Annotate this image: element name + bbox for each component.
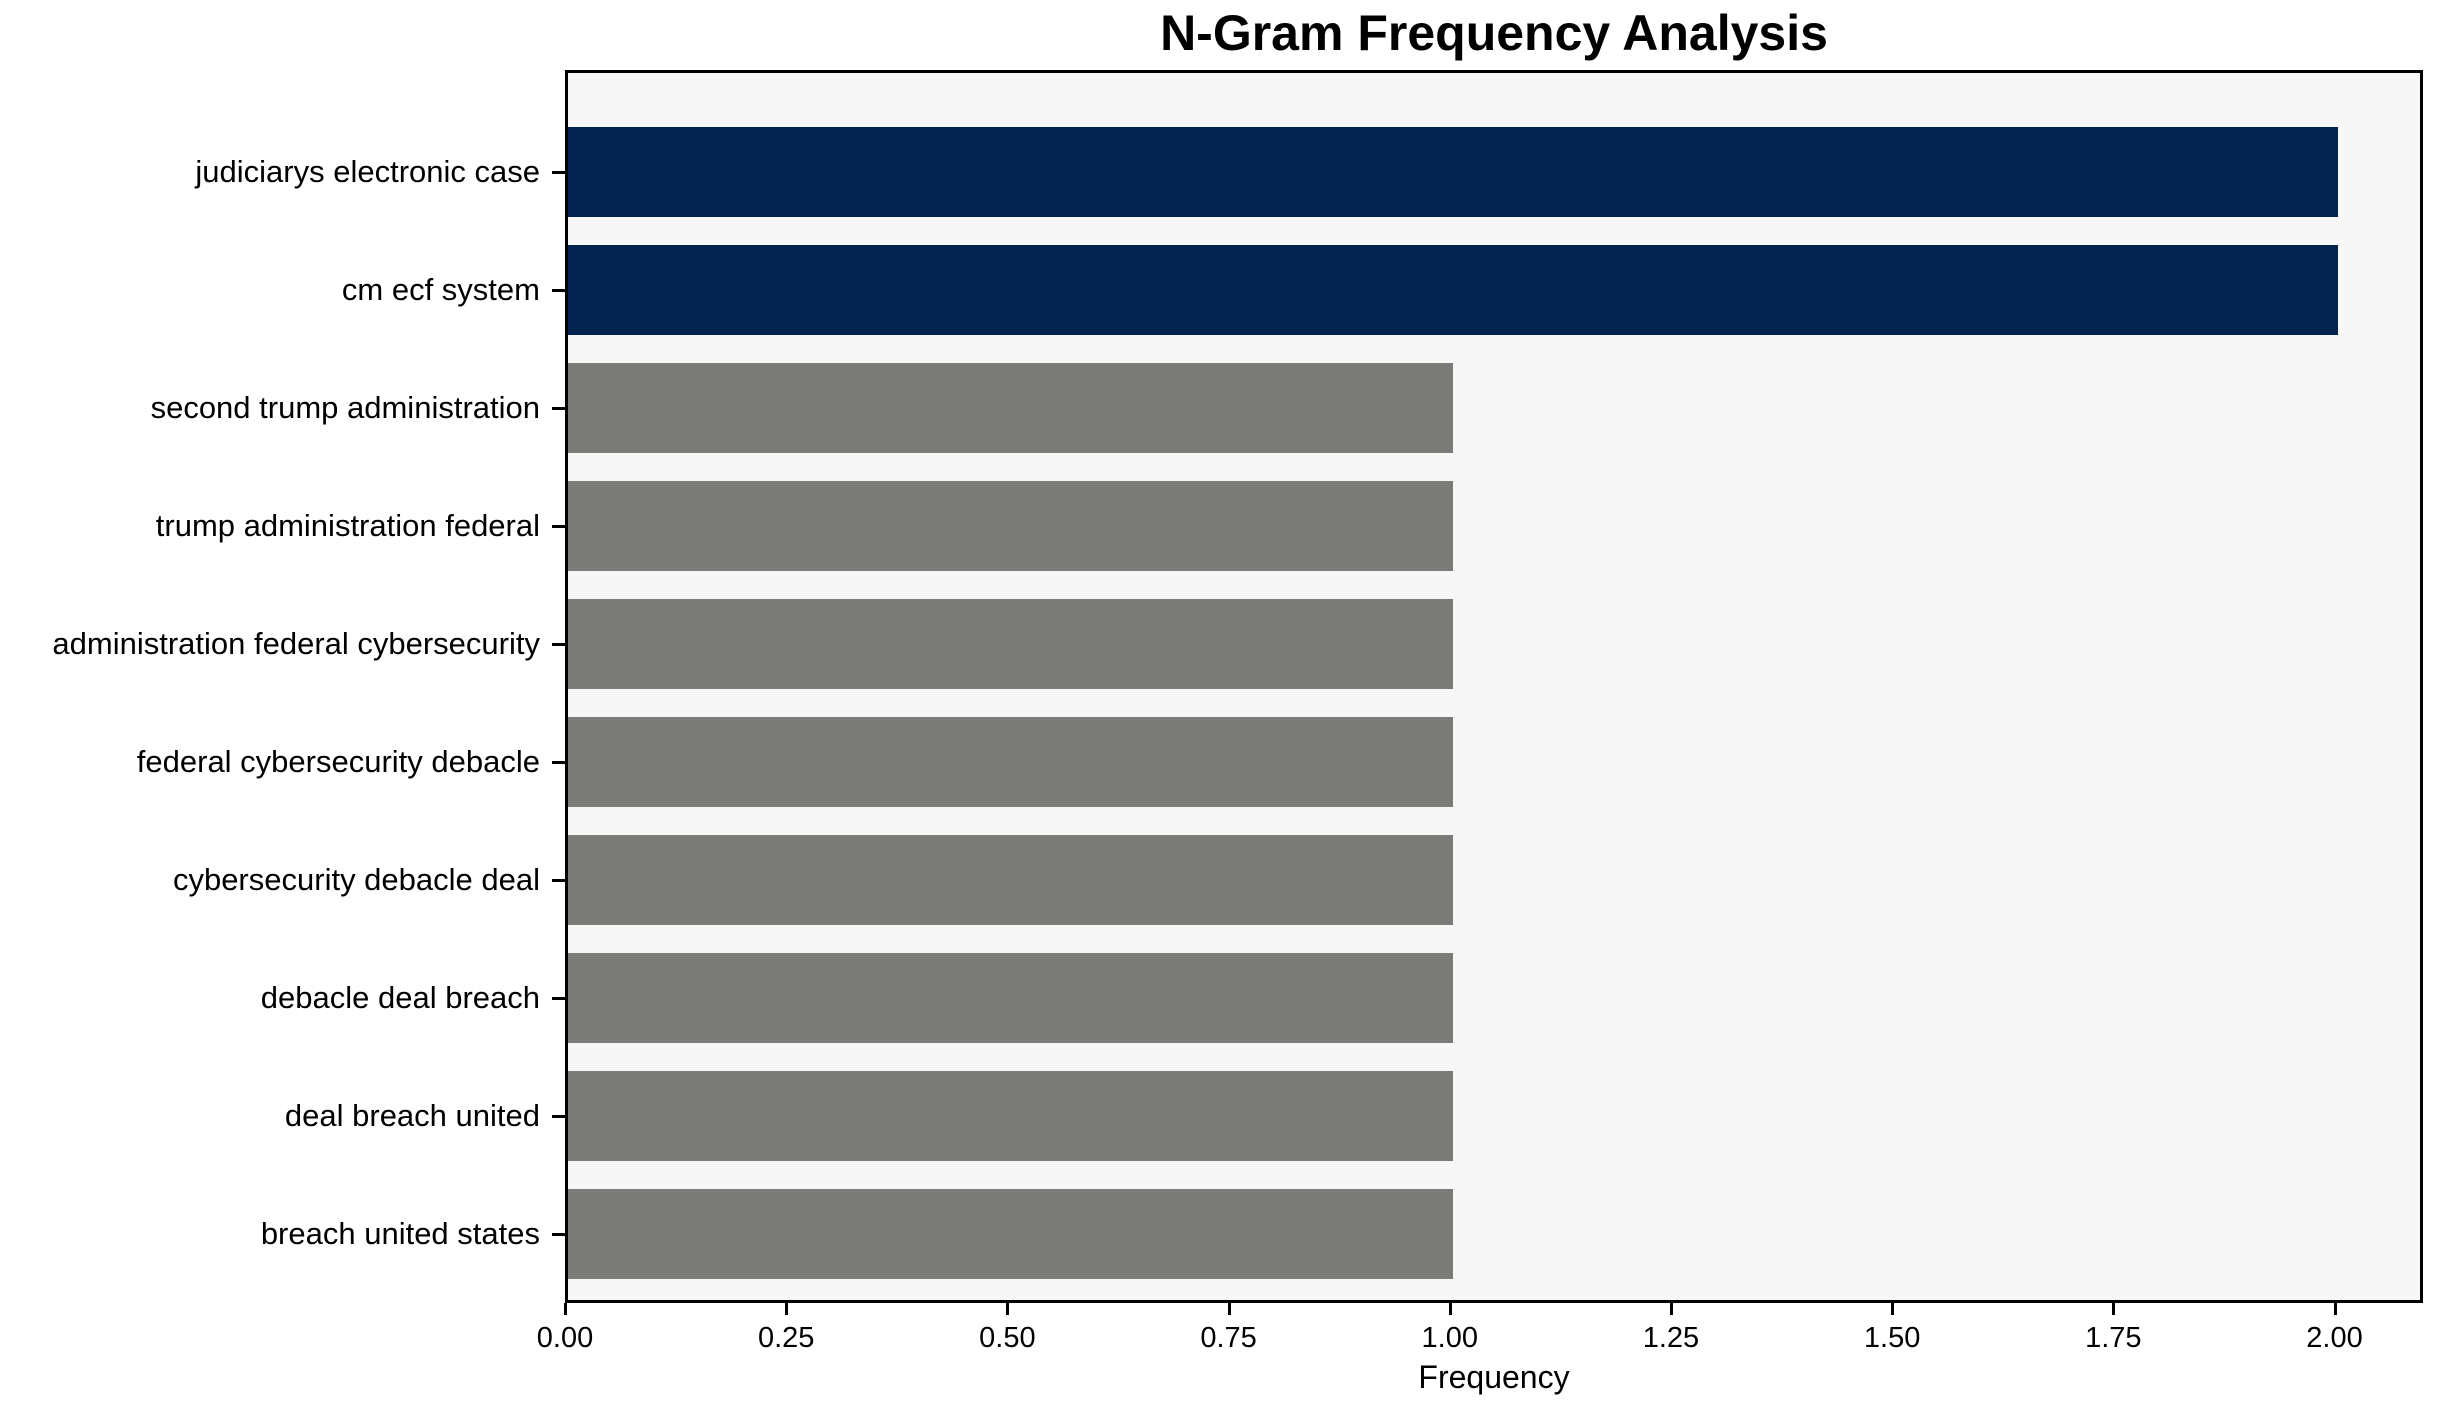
y-tick-label: trump administration federal	[155, 508, 540, 543]
x-tick-mark	[1448, 1303, 1452, 1315]
bar-federal-cybersecurity-debacle	[568, 717, 1453, 807]
y-tick-mark	[552, 1233, 565, 1236]
y-tick-label: federal cybersecurity debacle	[136, 744, 540, 779]
y-tick-label: cm ecf system	[341, 272, 540, 307]
y-tick-label: administration federal cybersecurity	[52, 626, 540, 661]
bar-deal-breach-united	[568, 1071, 1453, 1161]
y-tick-label: judiciarys electronic case	[195, 154, 540, 189]
y-tick-mark	[552, 407, 565, 410]
bar-administration-federal-cybersecurity	[568, 599, 1453, 689]
x-tick-label: 1.75	[2085, 1322, 2142, 1354]
bar-second-trump-administration	[568, 363, 1453, 453]
x-tick-mark	[1227, 1303, 1231, 1315]
y-tick-mark	[552, 1115, 565, 1118]
y-tick-label: deal breach united	[284, 1098, 540, 1133]
x-tick-mark	[1891, 1303, 1895, 1315]
bar-breach-united-states	[568, 1189, 1453, 1279]
x-tick-mark	[2112, 1303, 2116, 1315]
x-tick-label: 0.50	[979, 1322, 1036, 1354]
x-tick-label: 1.00	[1421, 1322, 1478, 1354]
y-tick-mark	[552, 997, 565, 1000]
y-tick-mark	[552, 289, 565, 292]
y-tick-label: debacle deal breach	[260, 980, 540, 1015]
x-tick-label: 2.00	[2306, 1322, 2363, 1354]
y-tick-label: cybersecurity debacle deal	[172, 862, 540, 897]
bar-cm-ecf-system	[568, 245, 2338, 335]
x-tick-mark	[1669, 1303, 1673, 1315]
y-tick-mark	[552, 761, 565, 764]
bar-trump-administration-federal	[568, 481, 1453, 571]
x-tick-mark	[1006, 1303, 1010, 1315]
x-tick-label: 1.25	[1642, 1322, 1700, 1354]
x-tick-label: 1.50	[1863, 1322, 1921, 1354]
x-tick-mark	[564, 1303, 567, 1315]
bar-cybersecurity-debacle-deal	[568, 835, 1453, 925]
y-tick-mark	[552, 643, 565, 646]
x-axis-label: Frequency	[1418, 1359, 1570, 1395]
y-tick-mark	[552, 171, 565, 174]
y-tick-mark	[552, 879, 565, 882]
x-tick-label: 0.00	[536, 1322, 594, 1354]
y-tick-label: second trump administration	[150, 390, 540, 425]
y-tick-mark	[552, 525, 565, 528]
plot-area	[565, 70, 2423, 1303]
x-tick-label: 0.75	[1200, 1322, 1257, 1354]
chart-title: N-Gram Frequency Analysis	[1160, 5, 1828, 61]
bar-judiciarys-electronic-case	[568, 127, 2338, 217]
x-tick-label: 0.25	[757, 1322, 815, 1354]
y-tick-label: breach united states	[260, 1216, 540, 1251]
x-tick-mark	[2333, 1303, 2337, 1315]
x-tick-mark	[785, 1303, 789, 1315]
bar-debacle-deal-breach	[568, 953, 1453, 1043]
